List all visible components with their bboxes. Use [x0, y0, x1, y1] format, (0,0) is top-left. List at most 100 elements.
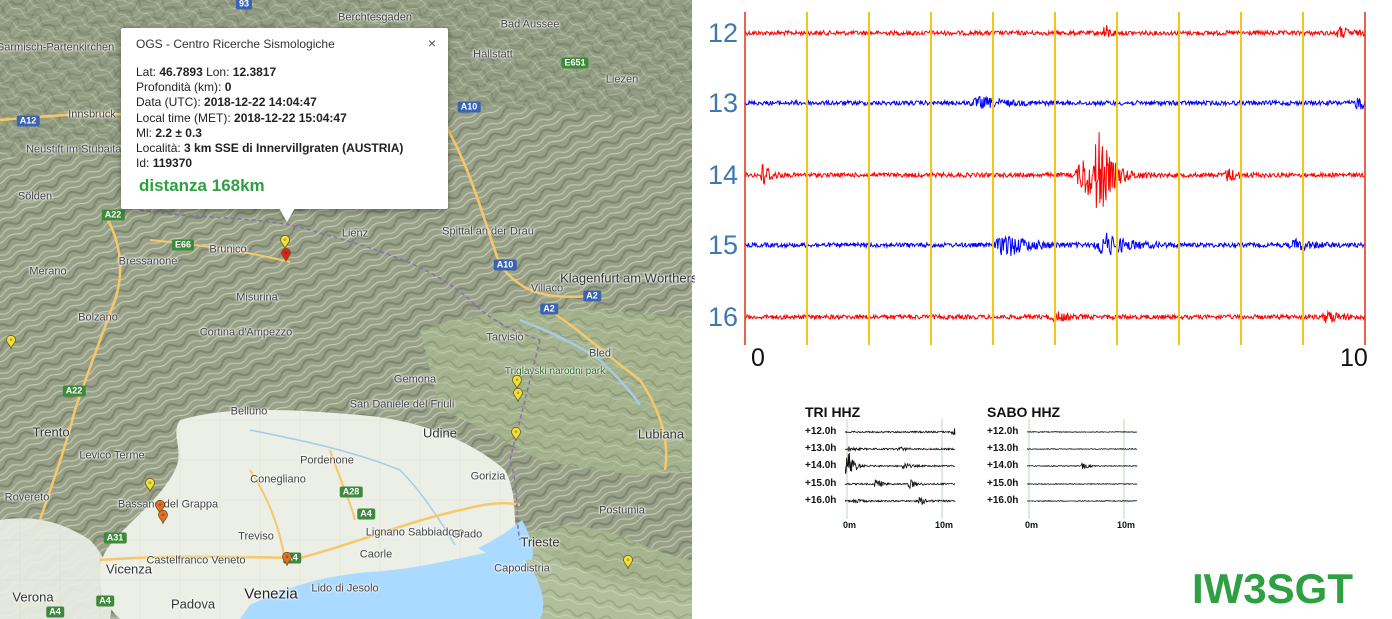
info-window-tail — [279, 208, 295, 222]
road-shield: A2 — [583, 290, 601, 302]
mini-row-label: +12.0h — [987, 426, 1019, 437]
location-label: Località: — [136, 141, 185, 156]
place-label: Sölden — [17, 190, 53, 203]
map-view[interactable]: Garmisch-Partenkirchen Berchtesgaden Bad A… — [0, 0, 695, 619]
place-label: Brunico — [209, 243, 247, 256]
place-label: Misurina — [236, 291, 278, 304]
met-line: Local time (MET): 2018-12-22 15:04:47 — [136, 111, 403, 126]
magnitude-label: Ml: — [136, 125, 156, 140]
mini-traces — [1027, 419, 1138, 519]
map-pin-icon[interactable] — [512, 375, 522, 389]
magnitude-value: 2.2 ± 0.3 — [155, 125, 202, 140]
place-label: Berchtesgaden — [338, 11, 412, 24]
road-shield: A10 — [493, 259, 517, 271]
map-pin-icon[interactable] — [145, 478, 155, 492]
map-pin-icon[interactable] — [158, 510, 168, 524]
event-details: Lat: 46.7893 Lon: 12.3817 Profondità (km… — [136, 65, 403, 171]
place-label: Postumia — [599, 504, 645, 517]
lon-value: 12.3817 — [232, 65, 277, 79]
hour-label-14: 14 — [708, 160, 738, 190]
place-label: Padova — [170, 596, 216, 612]
seismogram-panel: 12 13 14 15 16 0 10 TRI HHZ +12.0h +13.0h +14.0h… — [695, 0, 1392, 619]
place-label: Gorizia — [470, 470, 506, 483]
x-tick-10: 10 — [1340, 344, 1368, 372]
mini-trace — [1027, 482, 1138, 486]
place-label: Cortina d'Ampezzo — [199, 326, 293, 339]
mini-row-label: +13.0h — [805, 443, 837, 454]
mini-row-label: +15.0h — [805, 478, 837, 489]
mini-trace — [1027, 499, 1137, 502]
place-label: Grado — [451, 528, 483, 541]
place-label: Lienz — [341, 227, 369, 240]
place-label: Vicenza — [105, 561, 153, 577]
place-label: Treviso — [238, 530, 274, 543]
map-pin-icon[interactable] — [511, 427, 521, 441]
met-label: Local time (MET): — [136, 110, 235, 125]
hour-label-12: 12 — [708, 18, 738, 48]
map-pin-icon[interactable] — [281, 248, 291, 262]
place-label: Klagenfurt am Wörthersee — [560, 270, 695, 286]
mini-tick: 10m — [935, 520, 954, 530]
place-label: Venezia — [244, 585, 298, 603]
map-pin-icon[interactable] — [623, 555, 633, 569]
magnitude-line: Ml: 2.2 ± 0.3 — [136, 126, 403, 141]
place-label: Trieste — [520, 534, 560, 550]
road-shield: 93 — [235, 0, 253, 10]
met-value: 2018-12-22 15:04:47 — [234, 110, 347, 125]
place-label: Capodistria — [494, 562, 550, 575]
info-window-title: OGS - Centro Ricerche Sismologiche — [136, 37, 335, 51]
place-label: Pordenone — [300, 454, 354, 467]
depth-value: 0 — [224, 80, 232, 95]
lat-lon-line: Lat: 46.7893 Lon: 12.3817 — [136, 65, 403, 80]
mini-trace — [845, 479, 956, 490]
hour-label-15: 15 — [708, 230, 738, 260]
map-pin-icon[interactable] — [282, 552, 292, 566]
distance-text: distanza 168km — [139, 176, 265, 195]
map-pin-icon[interactable] — [155, 500, 165, 514]
mini-trace — [845, 452, 956, 474]
mini-row-label: +15.0h — [987, 478, 1019, 489]
mini-tick: 10m — [1117, 520, 1136, 530]
place-label: Hallstatt — [473, 48, 513, 61]
road-shield: A2 — [540, 303, 558, 315]
place-label: Castelfranco Veneto — [146, 554, 246, 567]
place-label: Gemona — [393, 373, 437, 386]
place-label: Bassano del Grappa — [117, 498, 219, 511]
callsign-text: IW3SGT — [1192, 565, 1354, 612]
place-label: Verona — [12, 589, 54, 605]
map-pin-icon[interactable] — [280, 235, 290, 249]
lat-label: Lat: — [136, 65, 160, 79]
mini-traces — [845, 419, 956, 519]
utc-value: 2018-12-22 14:04:47 — [204, 95, 317, 110]
mini-trace — [1027, 448, 1138, 451]
map-pin-icon[interactable] — [513, 388, 523, 402]
depth-label: Profondità (km): — [136, 80, 225, 95]
mini-row-label: +14.0h — [987, 460, 1019, 471]
road-shield: A10 — [457, 101, 481, 113]
close-icon[interactable]: × — [427, 35, 436, 51]
mini-helicorder-tri: TRI HHZ +12.0h +13.0h +14.0h +15.0h +16.0h 0m… — [805, 404, 970, 534]
place-label: Neustift im Stubaital — [26, 143, 124, 156]
road-shield: E651 — [561, 57, 589, 69]
mini-trace — [1027, 430, 1138, 434]
map-pin-icon[interactable] — [6, 335, 16, 349]
place-label: Trento — [32, 424, 70, 440]
place-label: Bressanone — [118, 255, 178, 268]
place-label: Rovereto — [4, 491, 50, 504]
id-label: Id: — [136, 156, 153, 171]
id-value: 119370 — [152, 156, 193, 171]
road-shield: A4 — [46, 606, 64, 618]
place-label: Levico Terme — [79, 449, 145, 462]
road-shield: A4 — [96, 595, 114, 607]
place-label: Belluno — [230, 405, 268, 418]
place-label: Villaco — [530, 282, 564, 295]
road-shield: E66 — [171, 239, 195, 251]
place-label: Bolzano — [78, 311, 118, 324]
helicorder-chart: 12 13 14 15 16 0 10 — [708, 12, 1368, 372]
place-label: Lubiana — [637, 426, 685, 442]
place-label: Lido di Jesolo — [311, 582, 379, 595]
location-value: 3 km SSE di Innervillgraten (AUSTRIA) — [184, 141, 404, 156]
place-label: San Daniele del Friuli — [349, 398, 455, 411]
mini-tick: 0m — [843, 520, 857, 530]
road-shield: A4 — [283, 552, 301, 564]
